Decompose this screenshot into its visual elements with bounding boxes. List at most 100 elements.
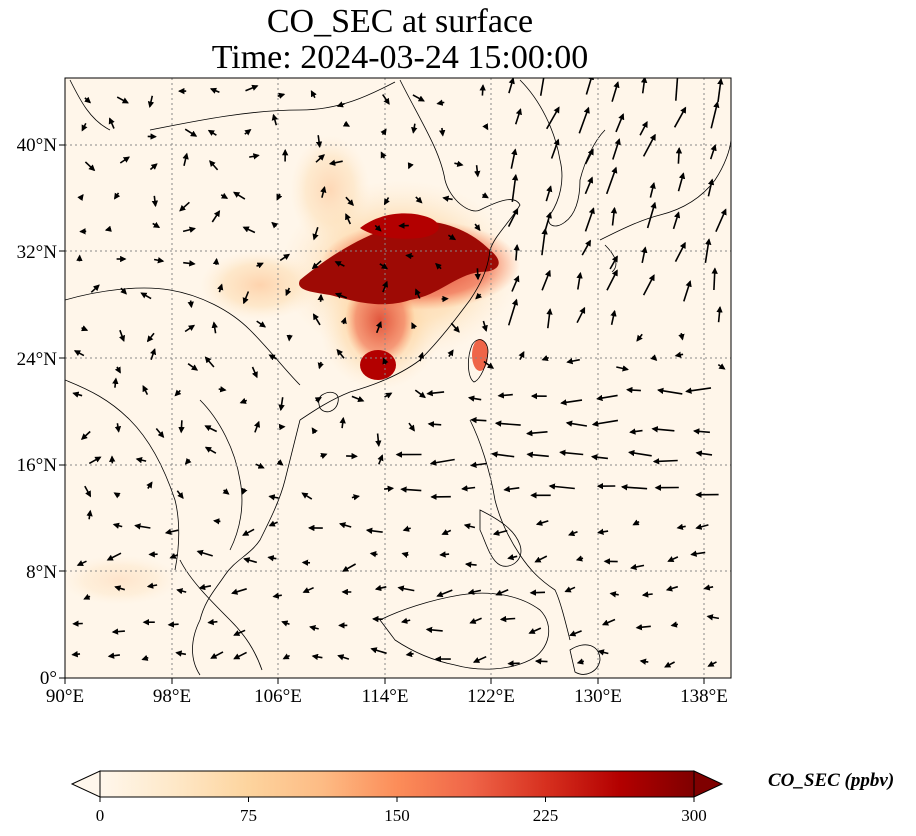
wind-arrow (535, 519, 549, 526)
wind-arrow (612, 138, 621, 160)
co-concentration-field (65, 135, 520, 605)
wind-arrow (568, 530, 578, 537)
wind-arrow (467, 588, 482, 595)
wind-arrow (447, 349, 454, 358)
wind-arrow (242, 291, 250, 305)
lat-tick-label: 40°N (17, 135, 58, 156)
wind-arrow (242, 226, 256, 234)
wind-arrow (242, 528, 255, 536)
wind-arrow (217, 283, 224, 293)
map-subtitle-time: Time: 2024-03-24 15:00:00 (211, 39, 589, 76)
wind-arrow (401, 551, 409, 558)
lat-tick-label: 0° (40, 668, 57, 689)
wind-arrow (231, 588, 247, 595)
wind-arrow (436, 589, 453, 598)
wind-arrow (707, 660, 717, 667)
wind-arrow (384, 392, 393, 399)
wind-arrow (222, 488, 230, 495)
wind-arrow (377, 454, 384, 465)
wind-arrow (630, 563, 645, 571)
wind-arrow (211, 210, 221, 223)
wind-arrow (463, 523, 476, 530)
wind-arrow (639, 658, 649, 665)
wind-arrow (597, 649, 609, 656)
wind-arrow (675, 147, 683, 164)
wind-arrow (609, 255, 618, 270)
wind-arrow (382, 94, 390, 105)
wind-arrow (272, 592, 282, 599)
wind-arrow (575, 555, 584, 562)
wind-arrow (442, 195, 453, 202)
wind-arrow (338, 522, 352, 529)
wind-arrow (183, 260, 196, 267)
wind-arrow (233, 629, 246, 636)
wind-arrow (508, 78, 515, 94)
wind-arrow (635, 624, 651, 631)
wind-arrow (717, 78, 724, 103)
wind-arrow (104, 225, 112, 232)
wind-arrow (207, 129, 217, 137)
wind-arrow (545, 185, 553, 202)
wind-arrow (415, 196, 423, 204)
wind-arrow (339, 416, 346, 429)
lat-tick-label: 8°N (26, 562, 57, 583)
wind-arrow (383, 197, 390, 206)
wind-arrow (179, 201, 190, 212)
wind-arrow (632, 519, 640, 526)
wind-arrow (204, 356, 215, 368)
wind-arrow (541, 269, 551, 291)
wind-arrow (584, 207, 595, 232)
longitude-ticks: 90°E 98°E 106°E 114°E 122°E 130°E 138°E (46, 678, 728, 707)
wind-arrow (400, 617, 411, 624)
wind-arrow (526, 429, 548, 437)
wind-arrow (576, 658, 585, 665)
wind-arrow (426, 389, 445, 397)
wind-arrow (494, 420, 521, 427)
wind-arrow (706, 614, 720, 621)
wind-arrow (483, 360, 495, 369)
wind-arrow (302, 586, 314, 593)
wind-arrow (267, 555, 277, 562)
wind-arrow (606, 269, 618, 291)
wind-arrow (72, 391, 83, 398)
wind-arrow (469, 617, 482, 624)
wind-arrow (528, 627, 542, 634)
wind-arrow (651, 426, 675, 433)
wind-arrow (405, 252, 414, 260)
wind-arrow (513, 244, 520, 261)
wind-arrow (628, 449, 652, 457)
wind-arrow (380, 128, 387, 136)
wind-arrow (709, 144, 717, 160)
wind-arrow (474, 223, 481, 232)
wind-arrow (277, 92, 286, 99)
wind-arrow (534, 658, 548, 665)
wind-arrow (596, 394, 618, 402)
wind-arrow (312, 226, 319, 241)
wind-arrow (384, 485, 395, 492)
wind-arrow (209, 87, 220, 94)
wind-arrow (425, 626, 443, 634)
wind-arrow (470, 416, 487, 424)
wind-arrow (351, 494, 360, 501)
wind-arrow (119, 329, 126, 343)
map-gridlines (65, 78, 731, 678)
wind-arrow (178, 420, 185, 434)
wind-arrow (439, 551, 450, 558)
wind-arrow (249, 153, 260, 160)
wind-arrow (245, 84, 259, 92)
wind-arrow (120, 287, 127, 295)
wind-arrow (499, 615, 516, 623)
wind-arrow (510, 148, 518, 169)
wind-arrow (218, 386, 227, 393)
wind-arrow (676, 523, 686, 531)
wind-arrow (114, 585, 126, 592)
wind-arrow (626, 386, 641, 394)
wind-arrow (427, 421, 442, 428)
wind-arrow (285, 287, 292, 297)
wind-arrow (664, 661, 675, 668)
wind-arrow (112, 377, 119, 388)
wind-arrow (150, 348, 157, 361)
lon-tick-label: 130°E (574, 686, 622, 707)
latitude-ticks: 0° 8°N 16°N 24°N 32°N 40°N (17, 135, 65, 689)
wind-arrow (461, 485, 476, 492)
